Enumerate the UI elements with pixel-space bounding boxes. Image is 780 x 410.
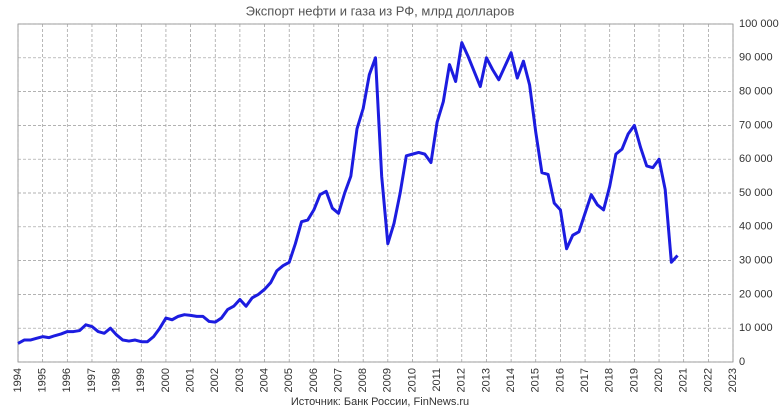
x-tick-label: 2014	[505, 368, 517, 392]
x-tick-label: 2004	[258, 368, 270, 392]
y-tick-label: 60 000	[739, 153, 773, 165]
x-tick-label: 2003	[234, 368, 246, 392]
x-tick-label: 2006	[308, 368, 320, 392]
x-tick-label: 2007	[332, 368, 344, 392]
x-tick-label: 2019	[628, 368, 640, 392]
data-line	[17, 41, 679, 345]
source: Источник: Банк России, FinNews.ru	[291, 396, 469, 408]
x-tick-label: 2011	[431, 368, 443, 392]
x-tick-label: 2016	[554, 368, 566, 392]
y-tick-label: 50 000	[739, 187, 773, 199]
y-tick-label: 20 000	[739, 288, 773, 300]
x-tick-label: 2001	[184, 368, 196, 392]
x-tick-label: 2020	[653, 368, 665, 392]
x-tick-label: 2023	[727, 368, 739, 392]
x-tick-label: 1995	[37, 368, 49, 392]
x-tick-label: 1997	[86, 368, 98, 392]
y-tick-label: 10 000	[739, 322, 773, 334]
y-tick-label: 30 000	[739, 255, 773, 267]
chart-title: Экспорт нефти и газа из РФ, млрд долларо…	[246, 3, 515, 18]
x-tick-label: 2009	[382, 368, 394, 392]
x-tick-label: 2010	[406, 368, 418, 392]
y-tick-label: 100 000	[739, 18, 779, 30]
y-tick-label: 90 000	[739, 52, 773, 64]
x-tick-label: 2017	[579, 368, 591, 392]
x-tick-label: 2005	[283, 368, 295, 392]
x-tick-label: 1994	[12, 368, 24, 392]
x-tick-label: 2008	[357, 368, 369, 392]
x-tick-label: 1999	[135, 368, 147, 392]
x-tick-label: 1998	[111, 368, 123, 392]
y-tick-label: 70 000	[739, 119, 773, 131]
x-tick-label: 2002	[209, 368, 221, 392]
y-tick-label: 80 000	[739, 86, 773, 98]
x-tick-label: 2022	[702, 368, 714, 392]
x-tick-label: 1996	[61, 368, 73, 392]
x-tick-label: 2015	[530, 368, 542, 392]
y-tick-label: 0	[739, 356, 745, 368]
x-tick-label: 2018	[604, 368, 616, 392]
x-tick-label: 2012	[456, 368, 468, 392]
y-tick-label: 40 000	[739, 221, 773, 233]
x-tick-label: 2000	[160, 368, 172, 392]
x-tick-label: 2021	[678, 368, 690, 392]
x-tick-label: 2013	[480, 368, 492, 392]
